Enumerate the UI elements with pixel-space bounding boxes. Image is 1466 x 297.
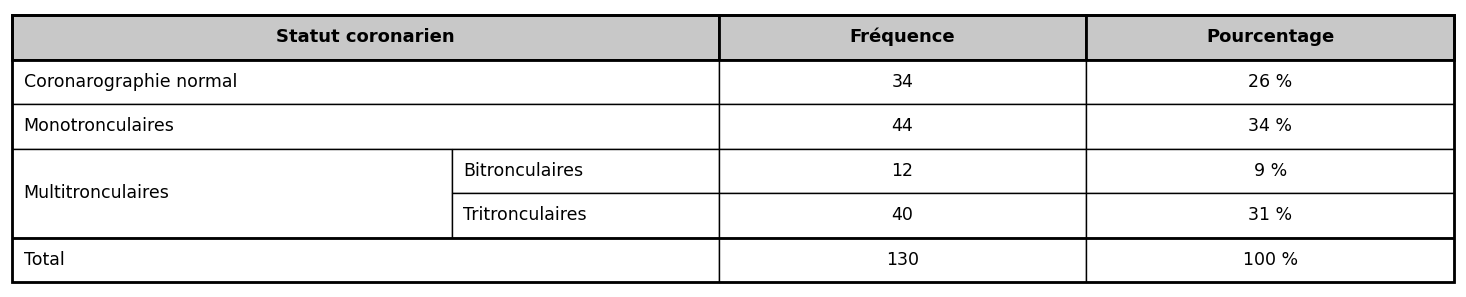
- Text: Statut coronarien: Statut coronarien: [276, 28, 454, 46]
- Bar: [12, 148, 452, 238]
- Bar: [718, 193, 1086, 238]
- Bar: [1086, 193, 1454, 238]
- Text: Coronarographie normal: Coronarographie normal: [23, 73, 237, 91]
- Text: Monotronculaires: Monotronculaires: [23, 117, 174, 135]
- Bar: [1086, 104, 1454, 148]
- Text: 44: 44: [891, 117, 913, 135]
- Text: Tritronculaires: Tritronculaires: [463, 206, 586, 224]
- Bar: [452, 148, 718, 193]
- Bar: [1086, 238, 1454, 282]
- Text: 26 %: 26 %: [1248, 73, 1292, 91]
- Text: Bitronculaires: Bitronculaires: [463, 162, 583, 180]
- Bar: [1086, 148, 1454, 193]
- Bar: [12, 15, 718, 59]
- Bar: [718, 238, 1086, 282]
- Text: Pourcentage: Pourcentage: [1207, 28, 1334, 46]
- Bar: [12, 104, 718, 148]
- Text: 130: 130: [885, 251, 919, 269]
- Bar: [718, 15, 1086, 59]
- Text: Multitronculaires: Multitronculaires: [23, 184, 170, 202]
- Bar: [1086, 15, 1454, 59]
- Text: 31 %: 31 %: [1248, 206, 1292, 224]
- Bar: [12, 15, 1454, 282]
- Text: Total: Total: [23, 251, 65, 269]
- Text: 34: 34: [891, 73, 913, 91]
- Bar: [1086, 59, 1454, 104]
- Bar: [718, 148, 1086, 193]
- Bar: [12, 59, 718, 104]
- Text: 34 %: 34 %: [1248, 117, 1292, 135]
- Text: 9 %: 9 %: [1253, 162, 1287, 180]
- Text: 12: 12: [891, 162, 913, 180]
- Bar: [718, 104, 1086, 148]
- Bar: [718, 59, 1086, 104]
- Text: 100 %: 100 %: [1243, 251, 1297, 269]
- Text: Fréquence: Fréquence: [850, 28, 956, 47]
- Bar: [452, 193, 718, 238]
- Text: 40: 40: [891, 206, 913, 224]
- Bar: [12, 238, 718, 282]
